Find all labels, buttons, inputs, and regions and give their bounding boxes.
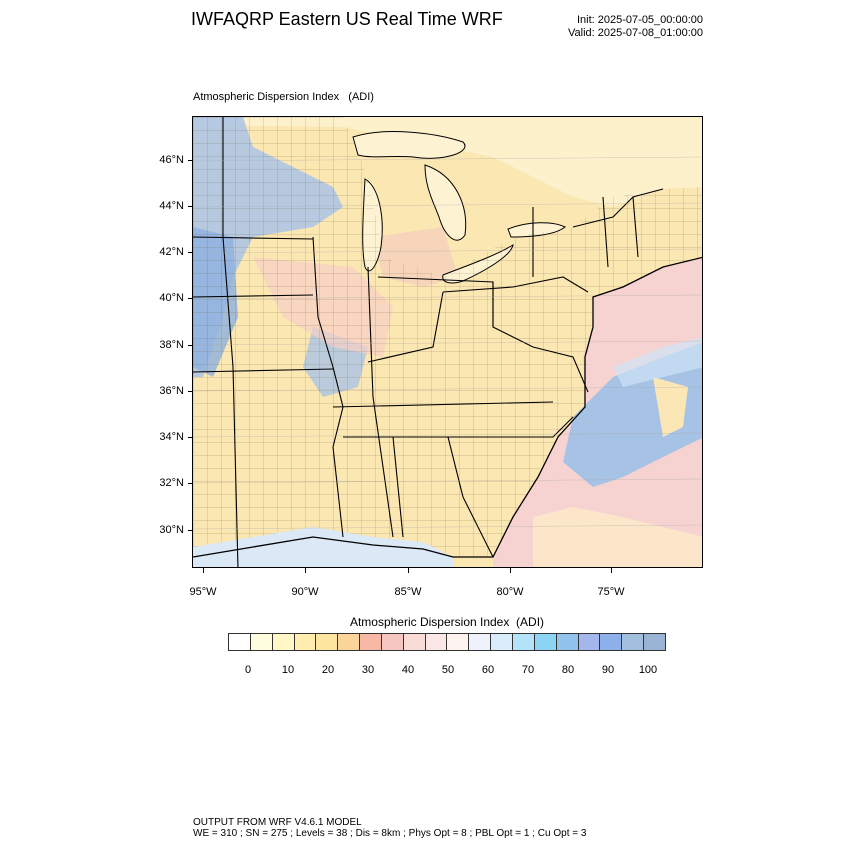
lat-label-38: 38°N: [159, 339, 184, 351]
lon-tick: [510, 568, 511, 573]
lon-tick: [408, 568, 409, 573]
colorbar-label: 100: [638, 664, 658, 676]
lon-label-90: 90°W: [291, 586, 319, 598]
colorbar-box: [512, 634, 535, 650]
lat-tick: [188, 252, 192, 253]
model-version: OUTPUT FROM WRF V4.6.1 MODEL: [193, 817, 362, 828]
lat-tick: [188, 530, 192, 531]
lon-label-95: 95°W: [189, 586, 217, 598]
lake-huron: [424, 164, 467, 241]
colorbar-box: [381, 634, 404, 650]
lat-label-42: 42°N: [159, 246, 184, 258]
lon-tick: [305, 568, 306, 573]
lat-tick: [188, 391, 192, 392]
colorbar-box: [534, 634, 557, 650]
lat-label-30: 30°N: [159, 524, 184, 536]
colorbar-box: [229, 634, 251, 650]
lat-label-36: 36°N: [159, 385, 184, 397]
colorbar-label: 90: [601, 664, 615, 676]
colorbar-label: 30: [361, 664, 375, 676]
colorbar-box: [491, 634, 513, 650]
lon-tick: [611, 568, 612, 573]
lon-tick: [203, 568, 204, 573]
colorbar-box: [622, 634, 645, 650]
adi-map: [192, 116, 703, 568]
lat-label-44: 44°N: [159, 200, 184, 212]
lat-tick: [188, 345, 192, 346]
colorbar-box: [316, 634, 339, 650]
lon-label-85: 85°W: [394, 586, 422, 598]
lat-tick: [188, 160, 192, 161]
canada-region: [193, 117, 702, 207]
main-title: IWFAQRP Eastern US Real Time WRF: [191, 9, 503, 29]
colorbar-box: [425, 634, 448, 650]
colorbar-box: [556, 634, 579, 650]
lat-tick: [188, 483, 192, 484]
adi-ocean-low: [653, 377, 688, 437]
lon-label-75: 75°W: [597, 586, 625, 598]
run-info: Init: 2025-07-05_00:00:00 Valid: 2025-07…: [520, 14, 703, 40]
colorbar-label: 40: [401, 664, 415, 676]
adi-ocean-south: [533, 507, 702, 567]
map-field-label: Atmospheric Dispersion Index (ADI): [193, 91, 374, 103]
colorbar-label: 70: [521, 664, 535, 676]
coastline: [193, 256, 702, 558]
colorbar-label: 50: [441, 664, 455, 676]
colorbar-box: [250, 634, 273, 650]
colorbar-label: 80: [561, 664, 575, 676]
colorbar-box: [447, 634, 470, 650]
init-time: Init: 2025-07-05_00:00:00: [577, 14, 703, 26]
colorbar-box: [469, 634, 492, 650]
map-canvas: [193, 117, 702, 567]
graticule: [193, 156, 702, 530]
colorbar: [228, 633, 666, 651]
lat-label-46: 46°N: [159, 154, 184, 166]
lat-label-32: 32°N: [159, 477, 184, 489]
lat-tick: [188, 298, 192, 299]
adi-ocean-high: [563, 342, 702, 487]
colorbar-box: [403, 634, 426, 650]
lake-superior: [352, 131, 466, 159]
colorbar-box: [294, 634, 317, 650]
lon-label-80: 80°W: [496, 586, 524, 598]
colorbar-label: 10: [281, 664, 295, 676]
model-info-footer: OUTPUT FROM WRF V4.6.1 MODEL WE = 310 ; …: [193, 817, 586, 839]
colorbar-box: [272, 634, 295, 650]
lat-label-40: 40°N: [159, 292, 184, 304]
colorbar-label: 0: [244, 664, 252, 676]
lat-tick: [188, 206, 192, 207]
colorbar-box: [600, 634, 623, 650]
colorbar-box: [360, 634, 382, 650]
colorbar-box: [338, 634, 361, 650]
colorbar-box: [578, 634, 601, 650]
valid-time: Valid: 2025-07-08_01:00:00: [568, 27, 703, 39]
gulf-of-mexico: [193, 527, 453, 567]
model-configuration: WE = 310 ; SN = 275 ; Levels = 38 ; Dis …: [193, 828, 587, 839]
colorbar-box: [644, 634, 665, 650]
adi-ocean-mid: [613, 337, 702, 387]
lat-label-34: 34°N: [159, 431, 184, 443]
colorbar-title: Atmospheric Dispersion Index (ADI): [349, 615, 545, 629]
colorbar-label: 20: [321, 664, 335, 676]
colorbar-label: 60: [481, 664, 495, 676]
state-boundaries: [193, 117, 664, 567]
lat-tick: [188, 437, 192, 438]
